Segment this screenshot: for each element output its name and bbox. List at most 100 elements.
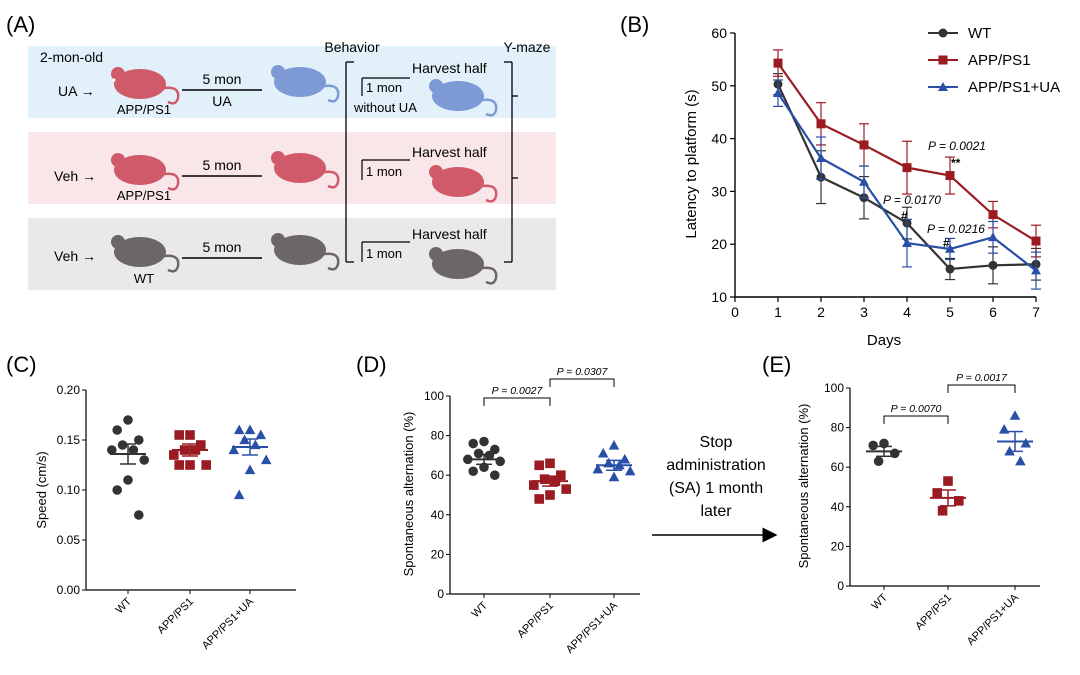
y-tick-label: 40 (711, 131, 727, 147)
row-veh-app: Veh → APP/PS1 5 mon 1 mon Harvest half (54, 144, 498, 203)
legend-label: APP/PS1 (968, 52, 1031, 69)
panel-d-plot: 0 20 40 60 80 100 WT APP/PS1 APP/PS1+UA P = 0.002… (424, 366, 640, 656)
data-point (123, 475, 133, 485)
data-point (1009, 410, 1021, 420)
data-point (534, 460, 544, 471)
data-point (484, 450, 495, 461)
data-point (139, 455, 149, 465)
mouse-red-icon (271, 151, 340, 189)
data-point (479, 436, 489, 447)
x-tick-label: 5 (946, 304, 954, 320)
panel-e: (E) Spontaneous alternation (%) 0 20 40 60 8… (762, 352, 1040, 648)
x-tick-label: APP/PS1 (913, 592, 954, 633)
data-point (468, 438, 479, 449)
data-point (859, 176, 869, 186)
x-tick-label: 1 (774, 304, 782, 320)
legend-marker (938, 28, 948, 38)
data-point (932, 488, 942, 498)
y-tick-label: 80 (831, 421, 845, 435)
x-tick-label: WT (470, 599, 491, 620)
panel-e-ylabel: Spontaneous alternation (%) (796, 404, 811, 569)
data-point (112, 425, 122, 435)
data-point (1020, 437, 1032, 448)
comparison-bracket (947, 384, 1016, 393)
data-point (128, 445, 139, 455)
panel-c-plot: 0.00 0.05 0.10 0.15 0.20 WT APP/PS1 APP/PS1+UA (57, 383, 296, 652)
x-tick-label: 4 (903, 304, 911, 320)
y-tick-label: 100 (824, 381, 844, 395)
data-point (112, 485, 122, 495)
x-tick-label: APP/PS1+UA (200, 595, 257, 652)
duration-label: 5 mon (203, 157, 242, 173)
data-point (773, 88, 783, 98)
data-point (545, 458, 555, 469)
comparison-bracket (883, 415, 949, 424)
legend-marker (938, 55, 948, 65)
harvest-label: Harvest half (412, 226, 487, 242)
data-point (556, 470, 566, 480)
row-ua: UA → APP/PS1 5 mon UA 1 mon without UA H… (58, 60, 498, 117)
panel-d-label: (D) (356, 352, 387, 377)
data-point (624, 465, 636, 476)
data-point (117, 440, 128, 450)
data-point (945, 264, 955, 274)
treatment-label: UA (212, 93, 232, 109)
data-point (134, 435, 144, 445)
legend-marker (938, 82, 948, 91)
y-tick-label: 0.20 (57, 383, 81, 397)
y-tick-label: 100 (424, 389, 444, 403)
annotation-significance: ** (951, 156, 961, 170)
panel-d-ylabel: Spontaneous alternation (%) (401, 412, 416, 577)
panel-e-label: (E) (762, 352, 791, 377)
mouse-red-icon (111, 67, 180, 105)
data-point (937, 505, 948, 516)
mouse-label: APP/PS1 (117, 102, 171, 117)
data-point (1031, 236, 1041, 246)
y-tick-label: 0 (837, 579, 844, 593)
row-start: UA → (58, 83, 95, 99)
note-line: later (700, 503, 732, 520)
data-point (945, 171, 955, 181)
data-point (534, 494, 544, 504)
x-tick-label: 0 (731, 304, 739, 320)
data-point (545, 490, 555, 500)
age-label: 2-mon-old (40, 49, 103, 65)
panel-b: (B) Latency to platform (s) Days 0 1 2 3 4 5 6… (620, 12, 1060, 349)
legend-label: WT (968, 25, 991, 42)
annotation-significance: # (901, 209, 908, 223)
note-line: administration (666, 457, 766, 474)
data-point (945, 243, 955, 253)
group-wt (107, 415, 149, 520)
duration-label: 5 mon (203, 239, 242, 255)
y-tick-label: 60 (711, 25, 727, 41)
data-point (185, 430, 195, 440)
annotation-p-value: P = 0.0170 (883, 193, 941, 207)
post-duration: 1 mon (366, 246, 402, 261)
x-tick-label: WT (114, 595, 135, 616)
panel-a: (A) 2-mon-old Behavior Y-maze UA → APP/P… (6, 12, 556, 290)
data-point (873, 456, 884, 467)
y-tick-label: 0.05 (57, 533, 81, 547)
panel-b-legend: WT APP/PS1 APP/PS1+UA (928, 25, 1060, 96)
x-tick-label: APP/PS1 (515, 600, 556, 641)
data-point (561, 484, 571, 494)
data-point (185, 460, 195, 470)
group-app-ps1-ua (592, 439, 636, 482)
series-app-ps1-ua (773, 79, 1041, 290)
mouse-red-icon (429, 165, 498, 203)
data-point (201, 460, 211, 470)
y-tick-label: 60 (431, 468, 445, 482)
y-tick-label: 40 (831, 500, 845, 514)
data-point (859, 140, 869, 150)
data-point (816, 152, 826, 162)
data-point (473, 448, 484, 459)
annotation-p-value: P = 0.0216 (927, 222, 985, 236)
group-wt (866, 438, 902, 467)
panel-b-ylabel: Latency to platform (s) (683, 89, 700, 238)
y-tick-label: 30 (711, 183, 727, 199)
data-point (196, 440, 206, 450)
behavior-label: Behavior (324, 39, 380, 55)
y-tick-label: 20 (831, 539, 845, 553)
panel-a-label: (A) (6, 12, 35, 37)
data-point (592, 463, 604, 474)
